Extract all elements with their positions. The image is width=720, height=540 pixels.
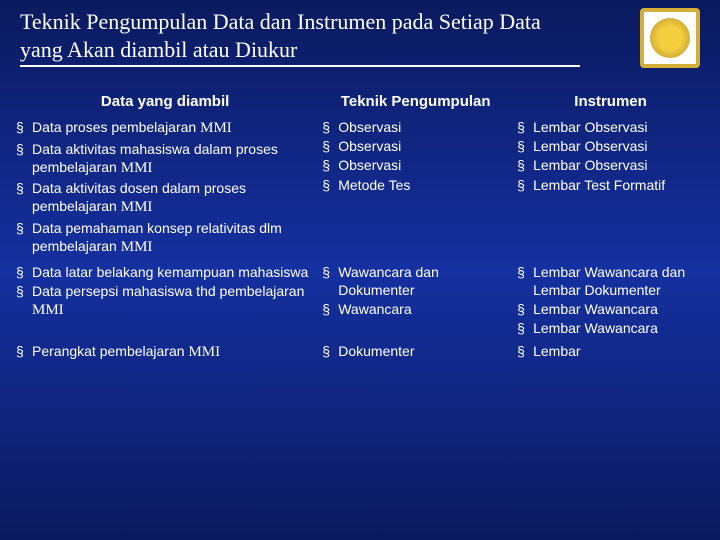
table-cell: Lembar Wawancara dan Lembar DokumenterLe… — [513, 259, 708, 339]
cell-list: Lembar ObservasiLembar ObservasiLembar O… — [517, 118, 704, 194]
table-wrap: Data yang diambil Teknik Pengumpulan Ins… — [0, 73, 720, 364]
cell-list: Lembar — [517, 342, 704, 360]
list-item: Lembar Observasi — [517, 137, 704, 155]
table-cell: Data latar belakang kemampuan mahasiswaD… — [12, 259, 318, 339]
list-item: Lembar Wawancara — [517, 300, 704, 318]
list-item: Observasi — [322, 137, 509, 155]
cell-list: Wawancara dan DokumenterWawancara — [322, 263, 509, 319]
list-item: Data aktivitas mahasiswa dalam proses pe… — [16, 140, 314, 179]
cell-list: Dokumenter — [322, 342, 509, 360]
list-item: Perangkat pembelajaran MMI — [16, 342, 314, 363]
table-cell: Data proses pembelajaran MMIData aktivit… — [12, 118, 318, 259]
list-item: Lembar Wawancara dan Lembar Dokumenter — [517, 263, 704, 299]
list-item: Wawancara dan Dokumenter — [322, 263, 509, 299]
table-cell: Dokumenter — [318, 338, 513, 364]
list-item: Observasi — [322, 118, 509, 136]
table-row: Data proses pembelajaran MMIData aktivit… — [12, 118, 708, 259]
header-col1: Data yang diambil — [12, 89, 318, 118]
table-cell: Lembar ObservasiLembar ObservasiLembar O… — [513, 118, 708, 259]
list-item: Data aktivitas dosen dalam proses pembel… — [16, 179, 314, 218]
logo-inner — [650, 18, 690, 58]
table-cell: Lembar — [513, 338, 708, 364]
cell-list: Lembar Wawancara dan Lembar DokumenterLe… — [517, 263, 704, 338]
header-col3: Instrumen — [513, 89, 708, 118]
cell-list: Data proses pembelajaran MMIData aktivit… — [16, 118, 314, 258]
list-item: Lembar Observasi — [517, 156, 704, 174]
table-cell: Perangkat pembelajaran MMI — [12, 338, 318, 364]
table-row: Perangkat pembelajaran MMI Dokumenter Lemb… — [12, 338, 708, 364]
table-row: Data latar belakang kemampuan mahasiswaD… — [12, 259, 708, 339]
list-item: Lembar Wawancara — [517, 319, 704, 337]
page-title: Teknik Pengumpulan Data dan Instrumen pa… — [20, 8, 580, 63]
cell-list: Data latar belakang kemampuan mahasiswaD… — [16, 263, 314, 321]
title-underline — [20, 65, 580, 67]
logo — [640, 8, 700, 68]
cell-list: Perangkat pembelajaran MMI — [16, 342, 314, 363]
list-item: Lembar — [517, 342, 704, 360]
list-item: Observasi — [322, 156, 509, 174]
cell-list: ObservasiObservasiObservasiMetode Tes — [322, 118, 509, 194]
list-item: Lembar Test Formatif — [517, 176, 704, 194]
list-item: Data persepsi mahasiswa thd pembelajaran… — [16, 282, 314, 321]
list-item: Wawancara — [322, 300, 509, 318]
list-item: Lembar Observasi — [517, 118, 704, 136]
table-cell: ObservasiObservasiObservasiMetode Tes — [318, 118, 513, 259]
table-body: Data proses pembelajaran MMIData aktivit… — [12, 118, 708, 364]
data-table: Data yang diambil Teknik Pengumpulan Ins… — [12, 89, 708, 364]
list-item: Data proses pembelajaran MMI — [16, 118, 314, 139]
list-item: Data latar belakang kemampuan mahasiswa — [16, 263, 314, 281]
header-col2: Teknik Pengumpulan — [318, 89, 513, 118]
list-item: Data pemahaman konsep relativitas dlm pe… — [16, 219, 314, 258]
table-cell: Wawancara dan DokumenterWawancara — [318, 259, 513, 339]
list-item: Dokumenter — [322, 342, 509, 360]
list-item: Metode Tes — [322, 176, 509, 194]
title-area: Teknik Pengumpulan Data dan Instrumen pa… — [0, 0, 720, 73]
